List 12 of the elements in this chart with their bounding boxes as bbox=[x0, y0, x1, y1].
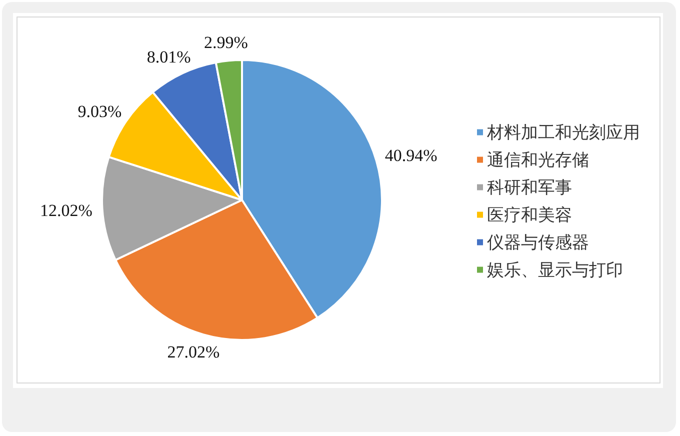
data-label: 9.03% bbox=[78, 102, 122, 121]
data-label: 40.94% bbox=[384, 146, 438, 166]
data-label: 12.02% bbox=[40, 200, 92, 220]
legend-label: 科研和军事 bbox=[487, 178, 572, 197]
legend-label: 材料加工和光刻应用 bbox=[486, 122, 640, 142]
legend-label: 通信和光存储 bbox=[487, 150, 589, 170]
legend-label: 仪器与传感器 bbox=[487, 232, 589, 252]
legend-label: 医疗和美容 bbox=[487, 205, 572, 224]
data-label: 27.02% bbox=[167, 342, 220, 362]
data-label: 2.99% bbox=[204, 33, 248, 52]
legend-label: 娱乐、显示与打印 bbox=[487, 260, 623, 280]
data-label: 8.01% bbox=[146, 48, 191, 66]
